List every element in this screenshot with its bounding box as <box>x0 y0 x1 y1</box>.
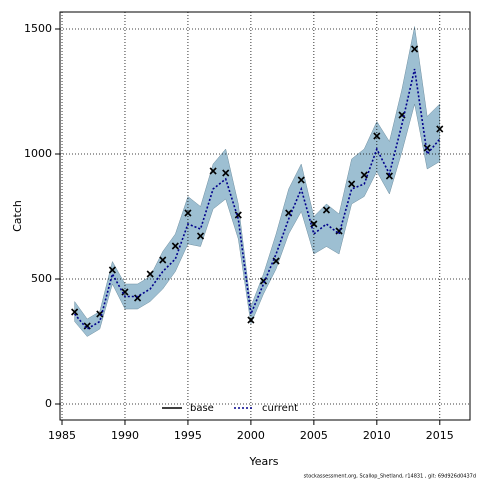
catch-marker <box>423 144 431 152</box>
catch-marker <box>146 270 154 278</box>
catch-marker <box>121 288 129 296</box>
x-tick-label: 1990 <box>111 429 139 442</box>
catch-marker <box>322 206 331 214</box>
y-tick-label: 1500 <box>24 22 52 35</box>
y-tick-label: 1000 <box>24 147 52 160</box>
x-tick-label: 2010 <box>363 429 391 442</box>
catch-marker <box>436 125 444 133</box>
legend-label: base <box>190 403 214 414</box>
x-tick-label: 2005 <box>300 429 328 442</box>
x-axis-label: Years <box>248 455 278 468</box>
plot-frame <box>59 11 471 421</box>
x-tick-label: 1985 <box>48 429 76 442</box>
catch-marker <box>360 171 368 179</box>
catch-marker <box>385 172 393 180</box>
catch-marker <box>222 169 230 177</box>
catch-marker <box>247 316 255 324</box>
catch-marker <box>373 132 381 140</box>
catch-marker <box>348 180 356 188</box>
footnote: stockassessment.org, Scallop_Shetland, r… <box>304 474 476 480</box>
catch-marker <box>108 266 116 274</box>
catch-marker <box>196 232 205 240</box>
y-tick-label: 0 <box>45 397 52 410</box>
x-tick-label: 1995 <box>174 429 202 442</box>
catch-marker <box>209 167 217 175</box>
catch-marker <box>310 220 318 228</box>
legend-label: current <box>262 403 298 414</box>
catch-marker <box>184 209 192 217</box>
catch-marker <box>411 45 419 53</box>
x-tick-label: 2000 <box>237 429 265 442</box>
catch-marker <box>171 242 179 250</box>
catch-marker <box>134 294 142 302</box>
y-axis-label: Catch <box>11 200 24 232</box>
catch-marker <box>71 308 79 316</box>
x-tick-label: 2015 <box>426 429 454 442</box>
catch-marker <box>297 176 305 184</box>
catch-marker <box>159 256 167 264</box>
y-tick-label: 500 <box>31 272 52 285</box>
